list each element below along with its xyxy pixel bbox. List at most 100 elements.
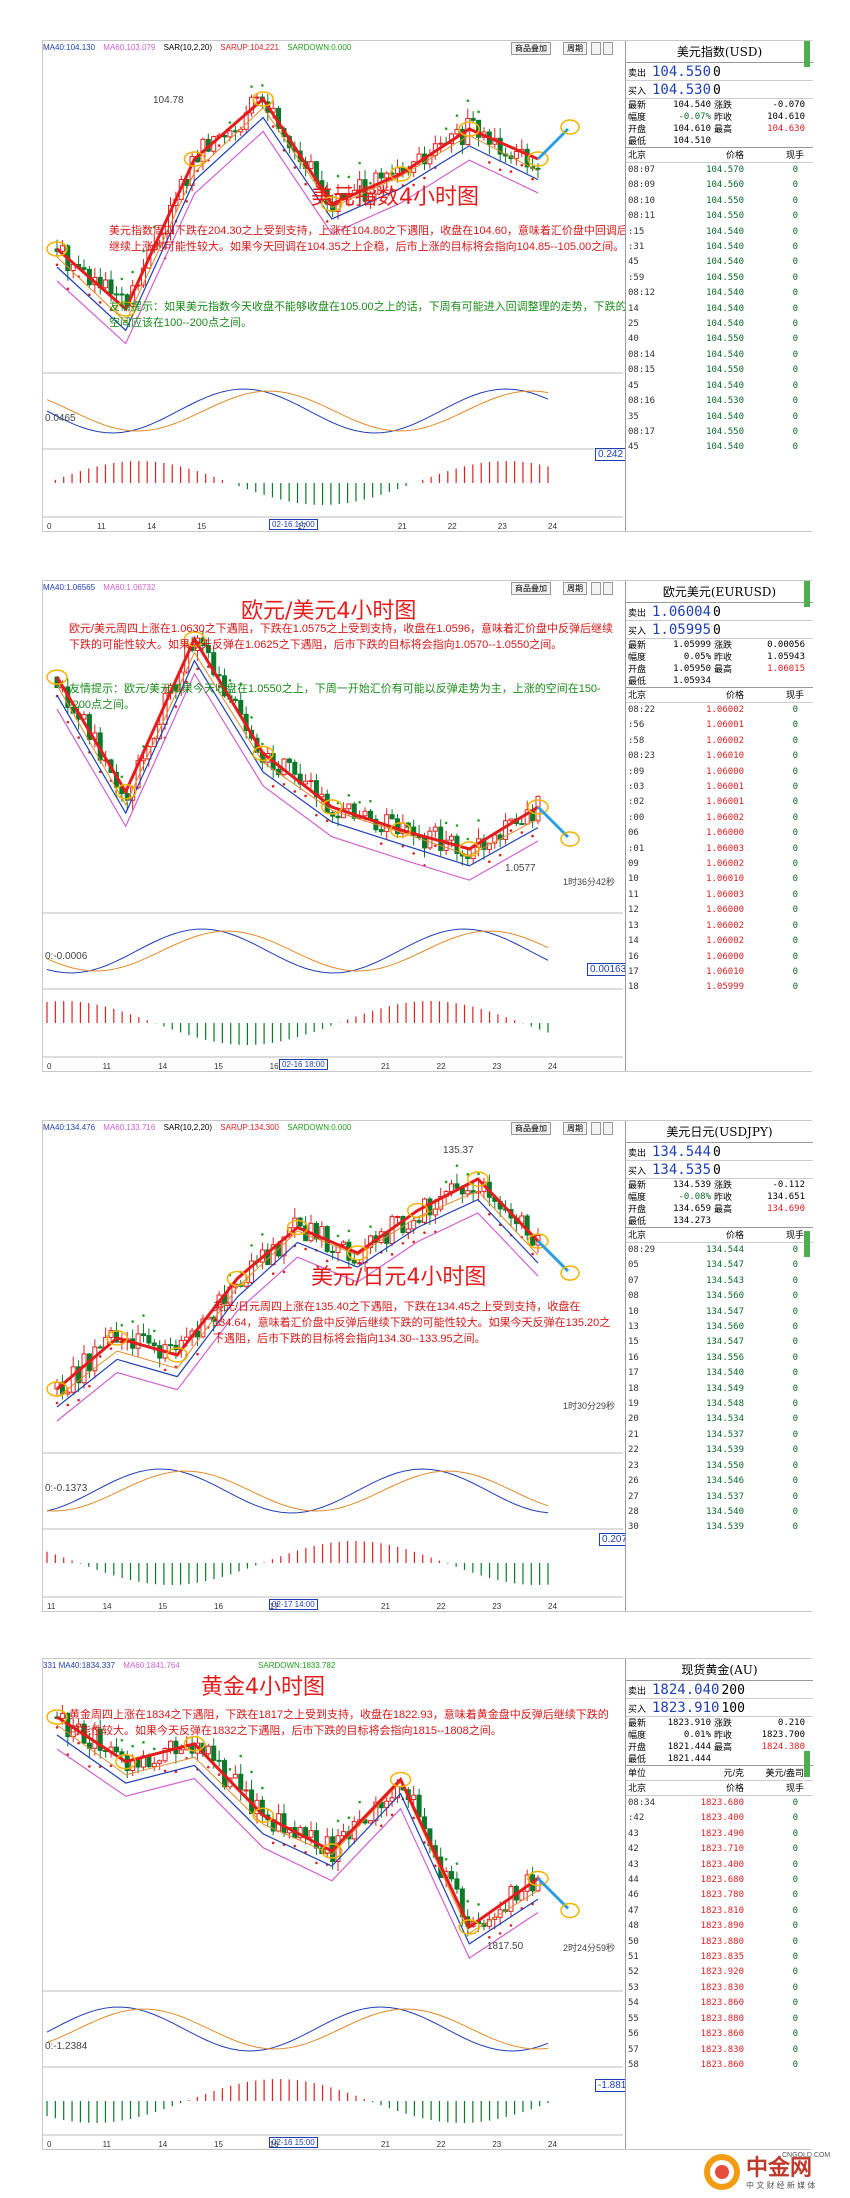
candle-body <box>119 293 125 296</box>
buy-label: 买入 <box>628 86 647 96</box>
projection-arrow <box>536 805 570 839</box>
tick-price: 134.560 <box>706 1322 744 1333</box>
scrollbar[interactable] <box>804 581 810 607</box>
window-button[interactable] <box>591 1122 601 1135</box>
tick-row: 18 134.549 0 <box>626 1382 813 1397</box>
tick-row: 08:11 104.550 0 <box>626 209 813 224</box>
ma40-label: 331 MA40:1834.337 <box>43 1661 116 1670</box>
stat-value: 0.05% <box>683 652 711 662</box>
tick-time: 08:14 <box>628 349 656 360</box>
candle-body <box>205 644 211 654</box>
sar-dot <box>358 800 361 804</box>
tick-header: 北京 价格 现手 <box>626 1781 813 1796</box>
scrollbar[interactable] <box>804 1751 810 1777</box>
stat-label: 涨跌 <box>714 100 733 110</box>
tick-volume: 0 <box>792 396 798 407</box>
scrollbar[interactable] <box>804 1231 810 1257</box>
sar-dot <box>271 125 275 128</box>
window-button[interactable] <box>591 582 601 595</box>
stat-label: 最高 <box>714 1204 733 1214</box>
x-tick-label: 0 <box>47 1062 52 1071</box>
tick-time: :59 <box>628 272 645 283</box>
tick-row: 20 134.534 0 <box>626 1412 813 1427</box>
stats-grid: 最新 104.540 涨跌 -0.070 幅度 -0.07% 昨收 104.610 开盘 104.… <box>626 99 813 147</box>
tick-row: 08 134.560 0 <box>626 1289 813 1304</box>
overlay-button[interactable]: 商品叠加 <box>511 1122 551 1135</box>
tick-price: 134.540 <box>706 1506 744 1517</box>
candle-body <box>513 150 519 160</box>
candle-body <box>319 793 325 798</box>
tick-price: 134.547 <box>706 1306 744 1317</box>
tick-row: 35 104.540 0 <box>626 410 813 425</box>
sar-dot <box>142 1741 145 1744</box>
tick-price: 1823.400 <box>700 1813 744 1824</box>
overlay-button[interactable]: 商品叠加 <box>511 582 551 595</box>
tick-volume: 0 <box>792 2044 798 2055</box>
tick-price: 104.540 <box>706 257 744 268</box>
tick-row: 13 1.06002 0 <box>626 919 813 934</box>
tick-row: 08:16 104.530 0 <box>626 394 813 409</box>
tick-time: 08:22 <box>628 705 656 715</box>
tick-price: 104.540 <box>706 349 744 360</box>
countdown: 1时30分29秒 <box>563 1401 616 1411</box>
tick-time: 55 <box>628 2013 639 2024</box>
sar-dot <box>315 813 318 817</box>
symbol-title: 美元日元(USDJPY) <box>626 1121 813 1143</box>
tick-row: 23 134.550 0 <box>626 1459 813 1474</box>
tick-time: :02 <box>628 797 645 808</box>
sar-dot <box>477 1903 480 1906</box>
overlay-button[interactable]: 商品叠加 <box>511 42 551 55</box>
candle-body <box>454 1878 460 1890</box>
tick-row: 54 1823.860 0 <box>626 1996 813 2011</box>
sell-price: 1824.040 <box>652 1682 720 1698</box>
pivot-marker <box>252 1807 274 1824</box>
window-button[interactable] <box>603 42 613 55</box>
tick-price: 104.550 <box>706 195 744 206</box>
sar-dot <box>379 190 383 194</box>
hint-text: 友情提示：欧元/美元如果今天收盘在1.0550之上，下周一开始汇价有可能以反弹走… <box>69 683 601 711</box>
candle-body <box>486 1918 492 1927</box>
sar-dot <box>531 1252 534 1256</box>
period-button[interactable]: 周期 <box>563 42 587 55</box>
candle-body <box>216 1759 222 1762</box>
period-button[interactable]: 周期 <box>563 582 587 595</box>
candle-body <box>438 142 444 145</box>
sar-dot <box>207 1765 210 1769</box>
tick-volume: 0 <box>792 380 798 391</box>
window-button[interactable] <box>603 582 613 595</box>
candle-body <box>103 279 109 289</box>
sar-dot <box>282 1270 286 1274</box>
window-button[interactable] <box>591 42 601 55</box>
tick-volume: 0 <box>792 1491 798 1502</box>
stat-value: 1.05934 <box>673 676 711 686</box>
stat-label <box>714 1215 746 1227</box>
candle-body <box>97 1728 103 1751</box>
symbol-title: 欧元美元(EURUSD) <box>626 581 813 603</box>
sar-dot <box>196 667 199 671</box>
candle-body <box>292 761 298 775</box>
tick-price: 104.540 <box>706 242 744 253</box>
period-button[interactable]: 周期 <box>563 1122 587 1135</box>
sar-dot <box>336 1234 340 1238</box>
tick-row: 17 134.540 0 <box>626 1366 813 1381</box>
tick-row: 44 1823.680 0 <box>626 1873 813 1888</box>
pivot-marker <box>467 1171 489 1187</box>
tick-volume: 0 <box>792 905 798 916</box>
tick-volume: 0 <box>792 288 798 299</box>
x-tick-label: 17 <box>298 522 307 531</box>
scrollbar[interactable] <box>804 41 810 67</box>
x-tick-label: 16 <box>214 1602 223 1611</box>
sar-dot <box>423 176 426 180</box>
tick-time: 43 <box>628 1828 639 1839</box>
window-button[interactable] <box>603 1122 613 1135</box>
jpy-price-chart: 11 14 15 16 17 21 22 23 24 <box>43 1164 623 1611</box>
tick-time: 08:09 <box>628 180 656 191</box>
candle-body <box>108 279 114 295</box>
indicator-value: 0.0465 <box>45 413 76 424</box>
tick-volume: 0 <box>792 812 798 823</box>
tick-time: 08:10 <box>628 195 656 206</box>
sar-dot <box>88 1765 91 1768</box>
pivot-marker <box>46 669 68 685</box>
sar-dot <box>120 1323 124 1327</box>
sar-dot <box>498 853 502 857</box>
